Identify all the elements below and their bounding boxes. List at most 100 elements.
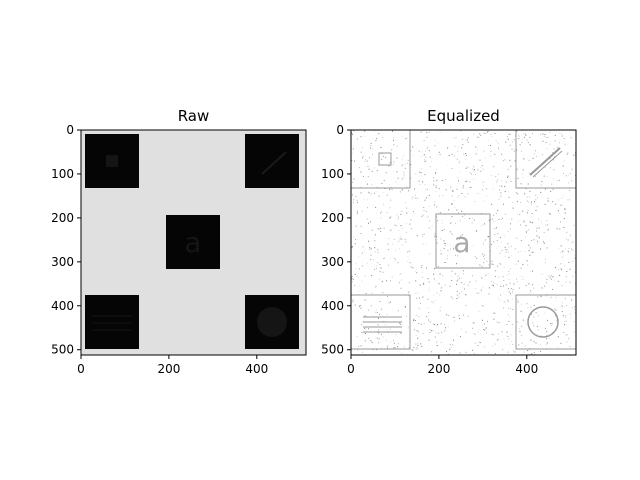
noise-speck [473, 178, 475, 180]
noise-speck [359, 305, 361, 306]
noise-speck [505, 181, 507, 183]
noise-speck [486, 332, 487, 334]
noise-speck [498, 148, 500, 150]
noise-speck [470, 173, 472, 175]
noise-speck [531, 251, 533, 253]
noise-speck [561, 269, 563, 271]
noise-speck [562, 315, 564, 317]
noise-speck [453, 339, 454, 341]
noise-speck [398, 240, 400, 242]
noise-speck [496, 321, 498, 323]
noise-speck [434, 267, 436, 269]
noise-speck [366, 262, 368, 264]
noise-speck [517, 260, 519, 262]
noise-speck [485, 188, 487, 190]
noise-speck [391, 188, 393, 190]
noise-speck [550, 323, 552, 325]
noise-speck [393, 258, 395, 259]
noise-speck [440, 249, 442, 251]
noise-speck [420, 172, 422, 174]
noise-speck [367, 165, 369, 167]
noise-speck [433, 180, 435, 182]
noise-speck [353, 236, 355, 238]
noise-speck [369, 157, 370, 159]
noise-speck [551, 323, 553, 325]
noise-speck [547, 200, 549, 202]
noise-speck [418, 297, 420, 299]
noise-speck [401, 352, 403, 354]
noise-speck [572, 241, 574, 243]
raw-image-panel: Raw a 0 200 400 0 100 200 300 400 500 [51, 107, 307, 376]
noise-speck [507, 175, 509, 177]
noise-speck [397, 310, 399, 312]
noise-speck [499, 189, 501, 191]
noise-speck [387, 347, 389, 349]
noise-speck [416, 330, 418, 332]
noise-speck [408, 340, 410, 342]
noise-speck [457, 150, 459, 152]
noise-speck [560, 245, 562, 247]
noise-speck [500, 264, 502, 265]
eq-outline-center [435, 213, 491, 269]
noise-speck [473, 170, 475, 172]
noise-speck [450, 222, 452, 223]
noise-speck [381, 211, 383, 213]
noise-speck [420, 267, 422, 268]
noise-speck [405, 138, 407, 140]
noise-speck [468, 186, 470, 188]
noise-speck [509, 317, 511, 318]
noise-speck [373, 167, 375, 169]
noise-speck [493, 228, 495, 230]
noise-speck [490, 175, 492, 176]
noise-speck [508, 271, 510, 273]
noise-speck [392, 130, 393, 132]
noise-speck [542, 140, 544, 142]
noise-speck [381, 347, 383, 349]
eq-outline-top-right [515, 130, 576, 189]
noise-speck [401, 158, 403, 160]
noise-speck [552, 188, 554, 190]
noise-speck [481, 225, 483, 226]
noise-speck [362, 156, 364, 157]
noise-speck [428, 131, 430, 133]
noise-speck [493, 220, 495, 222]
noise-speck [475, 334, 477, 336]
eq-outline-top-left [351, 130, 411, 189]
noise-speck [543, 312, 545, 314]
noise-speck [539, 344, 541, 346]
noise-speck [370, 259, 372, 260]
noise-speck [479, 159, 481, 161]
noise-speck [453, 316, 455, 318]
noise-speck [506, 249, 508, 251]
noise-speck [491, 136, 492, 138]
noise-speck [454, 155, 456, 157]
noise-speck [395, 181, 397, 183]
noise-speck [372, 148, 373, 150]
noise-speck [531, 222, 533, 224]
noise-speck [422, 243, 424, 245]
noise-speck [488, 140, 490, 142]
noise-speck [396, 225, 397, 227]
noise-speck [520, 183, 522, 185]
noise-speck [511, 218, 513, 220]
noise-speck [463, 185, 464, 187]
noise-speck [493, 214, 495, 216]
noise-speck [547, 229, 549, 231]
noise-speck [399, 191, 401, 193]
noise-speck [421, 271, 423, 273]
noise-speck [543, 241, 544, 243]
noise-speck [456, 263, 458, 265]
noise-speck [546, 224, 548, 226]
noise-speck [375, 311, 377, 313]
noise-speck [361, 280, 363, 282]
noise-speck [498, 219, 499, 220]
noise-speck [379, 313, 380, 315]
noise-speck [520, 201, 522, 203]
noise-speck [383, 155, 385, 157]
noise-speck [498, 245, 499, 247]
noise-speck [450, 296, 452, 298]
noise-speck [461, 138, 463, 140]
noise-speck [429, 166, 431, 167]
noise-speck [364, 130, 366, 132]
noise-speck [456, 209, 458, 211]
